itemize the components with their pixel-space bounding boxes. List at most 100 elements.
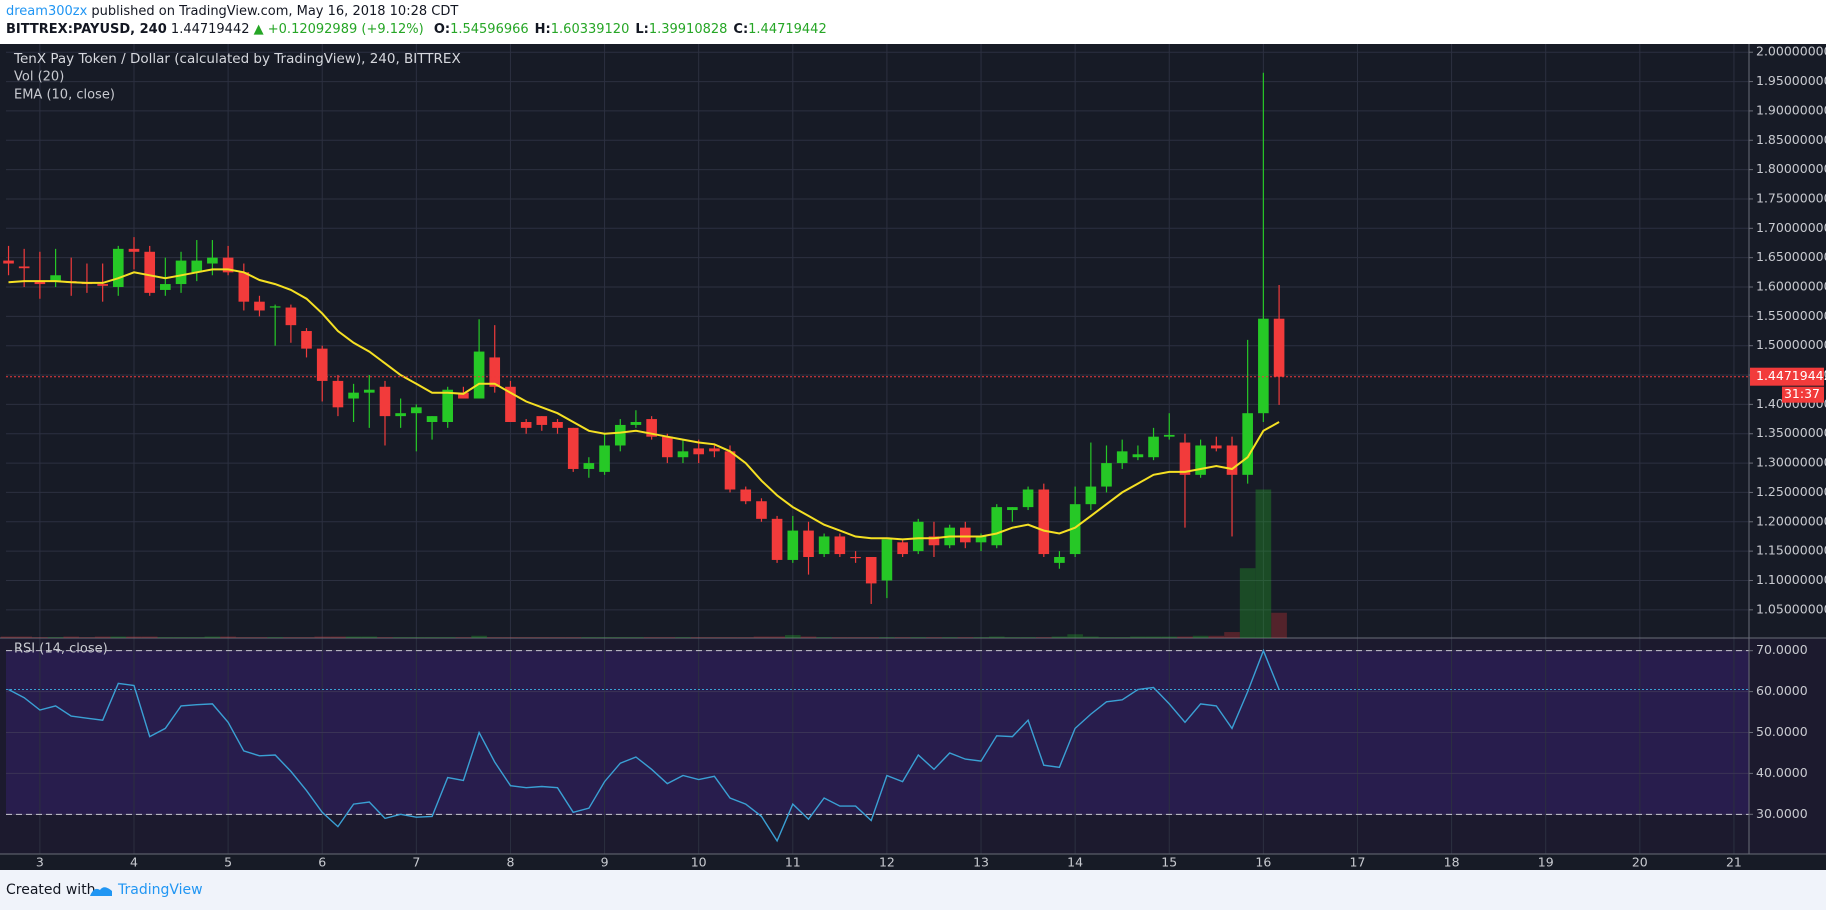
candle-body [1022, 489, 1034, 508]
y-tick-label: 30.0000 [1756, 806, 1808, 821]
candle-body [285, 307, 297, 326]
candle-body [1069, 504, 1081, 555]
candle-body [160, 284, 171, 290]
volume-bar [439, 637, 456, 638]
candle-body [395, 413, 406, 417]
volume-bar [141, 636, 158, 638]
candle-body [818, 536, 830, 555]
candle-body [1007, 507, 1018, 511]
volume-bar [126, 636, 142, 638]
ohlc-key: O: [433, 22, 451, 37]
y-tick-label: 40.0000 [1756, 765, 1808, 780]
volume-bar [1114, 637, 1131, 638]
volume-bar [1051, 636, 1068, 638]
brand[interactable]: TradingView [118, 882, 203, 898]
candle-body [442, 389, 453, 422]
candle-body [583, 463, 595, 469]
candle-body [1242, 413, 1253, 475]
volume-bar [345, 636, 362, 638]
chart-title: TenX Pay Token / Dollar (calculated by T… [13, 51, 461, 67]
x-tick-label: 14 [1067, 855, 1083, 870]
candle-body [662, 436, 673, 458]
candle-body [238, 272, 250, 302]
candle-body [473, 351, 485, 399]
y-tick-label: 1.85000000 [1756, 132, 1826, 147]
candle-body [709, 448, 720, 452]
volume-bar [753, 636, 770, 638]
created-with: Created with [6, 882, 96, 898]
x-tick-label: 7 [412, 855, 420, 870]
candle-body [552, 422, 563, 428]
candle-body [1101, 463, 1112, 487]
ema-label: EMA (10, close) [14, 88, 115, 103]
y-tick-label: 1.70000000 [1756, 220, 1826, 235]
countdown-box [1782, 386, 1824, 403]
candle-body [505, 386, 516, 422]
candle-body [97, 284, 108, 286]
candle-body [144, 251, 156, 293]
y-tick-label: 1.65000000 [1756, 249, 1826, 264]
ohlc-value: 1.54596966 [450, 22, 529, 37]
footer: Created with TradingView [0, 870, 1826, 910]
candle-body [630, 422, 642, 425]
y-tick-label: 1.20000000 [1756, 513, 1826, 528]
candle-body [363, 389, 375, 393]
volume-bar [298, 637, 315, 638]
ohlc-key: L: [635, 22, 649, 37]
volume-bar [236, 637, 252, 638]
volume-bar [800, 636, 817, 638]
volume-bar [32, 637, 48, 638]
x-tick-label: 21 [1726, 855, 1742, 870]
symbol: BITTREX:PAYUSD, 240 [6, 22, 167, 37]
candle-body [897, 542, 908, 555]
candle-body [1038, 489, 1050, 555]
candle-body [520, 422, 532, 428]
candle-body [912, 521, 924, 552]
volume-bar [973, 637, 989, 638]
y-tick-label: 1.95000000 [1756, 73, 1826, 88]
volume-bar [1020, 637, 1036, 638]
candle-body [3, 260, 14, 264]
candle-body [112, 248, 124, 287]
volume-bar [204, 636, 221, 638]
x-tick-label: 20 [1632, 855, 1648, 870]
ohlc-key: H: [534, 22, 551, 37]
volume-bar [0, 636, 17, 638]
volume-bar [1083, 636, 1099, 638]
logo[interactable] [88, 882, 114, 898]
volume-bar [251, 637, 268, 638]
candle-body [756, 501, 767, 519]
author[interactable]: dream300zx [6, 4, 88, 19]
y-tick-label: 2.00000000 [1756, 44, 1826, 59]
candle-body [254, 301, 265, 311]
y-tick-label: 1.75000000 [1756, 190, 1826, 205]
volume-label: Vol (20) [14, 70, 64, 85]
candle-body [646, 419, 657, 437]
y-tick-label: 60.0000 [1756, 683, 1808, 698]
countdown: 31:37 [1784, 386, 1820, 401]
volume-bar [675, 637, 691, 638]
rsi-line [8, 648, 1280, 843]
candle-body [614, 424, 626, 446]
candle-body [803, 530, 814, 557]
x-tick-label: 11 [785, 855, 801, 870]
candle-body [787, 530, 799, 560]
candle-body [1195, 445, 1206, 475]
volume-bar [612, 637, 629, 638]
volume-bar [941, 637, 958, 638]
volume-bar [1224, 632, 1240, 638]
candle-body [1163, 434, 1175, 437]
x-tick-label: 5 [224, 855, 232, 870]
candle-body [379, 386, 391, 417]
candle-body [316, 348, 328, 381]
candle-body [975, 536, 987, 543]
volume-bar [1161, 636, 1178, 638]
x-tick-label: 10 [691, 855, 707, 870]
volume-bar [1208, 635, 1225, 638]
candle-body [1148, 436, 1159, 458]
volume-bar [549, 637, 566, 638]
header: dream300zx published on TradingView.com,… [0, 0, 1826, 44]
price-label-box [1750, 367, 1824, 386]
y-tick-label: 1.30000000 [1756, 455, 1826, 470]
